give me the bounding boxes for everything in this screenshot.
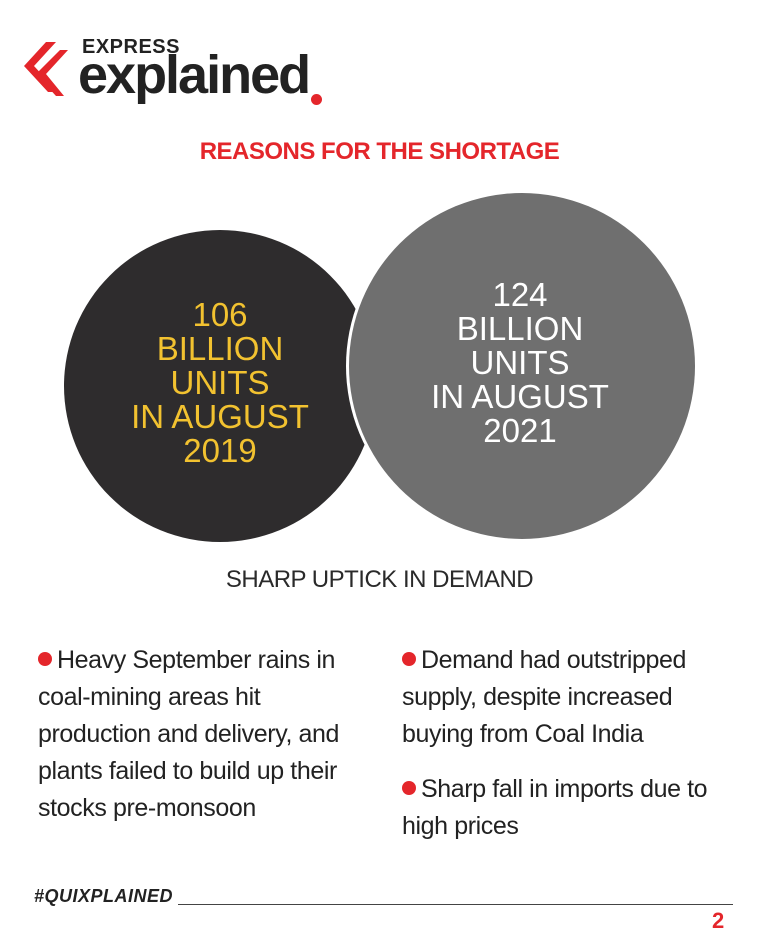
brand-logo: EXPRESS explained (24, 34, 324, 114)
bullet-text: Sharp fall in imports due to high prices (402, 775, 708, 840)
circle-2021-line: BILLION (456, 310, 584, 347)
bullet-icon (38, 652, 52, 666)
circle-2019 (64, 230, 376, 542)
brand-dot (311, 94, 322, 105)
circle-2019-label: 106 BILLION UNITS IN AUGUST 2019 (80, 298, 360, 468)
page-number: 2 (712, 908, 725, 933)
headline: REASONS FOR THE SHORTAGE (199, 138, 560, 165)
circle-2021-label: 124 BILLION UNITS IN AUGUST 2021 (380, 278, 660, 448)
brand-explained-text: explained (78, 45, 311, 105)
bullet-point: Heavy September rains in coal-mining are… (38, 642, 368, 827)
circle-2021-line: 2021 (483, 412, 557, 449)
points-right: Demand had outstripped supply, despite i… (402, 642, 732, 863)
circle-2019-line: IN AUGUST (131, 398, 309, 435)
circle-2021-line: UNITS (470, 344, 570, 381)
bullet-point: Demand had outstripped supply, despite i… (402, 642, 732, 753)
express-logo-icon (24, 42, 68, 96)
circle-2019-line: 106 (192, 296, 248, 333)
subheading: SHARP UPTICK IN DEMAND (225, 566, 534, 593)
bullet-icon (402, 781, 416, 795)
circle-2021-line: IN AUGUST (431, 378, 609, 415)
bullet-text: Demand had outstripped supply, despite i… (402, 646, 686, 748)
circle-2019-line: UNITS (170, 364, 270, 401)
circle-2021-line: 124 (492, 276, 548, 313)
brand-express-text: EXPRESS (82, 36, 180, 58)
hashtag: #QUIXPLAINED (34, 886, 174, 906)
bullet-text: Heavy September rains in coal-mining are… (38, 646, 340, 822)
bullet-point: Sharp fall in imports due to high prices (402, 771, 732, 845)
venn-diagram (64, 190, 698, 542)
points-left: Heavy September rains in coal-mining are… (38, 642, 368, 845)
circle-2021 (349, 193, 695, 539)
footer-divider (178, 904, 733, 905)
circle-2019-line: BILLION (156, 330, 284, 367)
bullet-icon (402, 652, 416, 666)
circle-2019-line: 2019 (183, 432, 257, 469)
